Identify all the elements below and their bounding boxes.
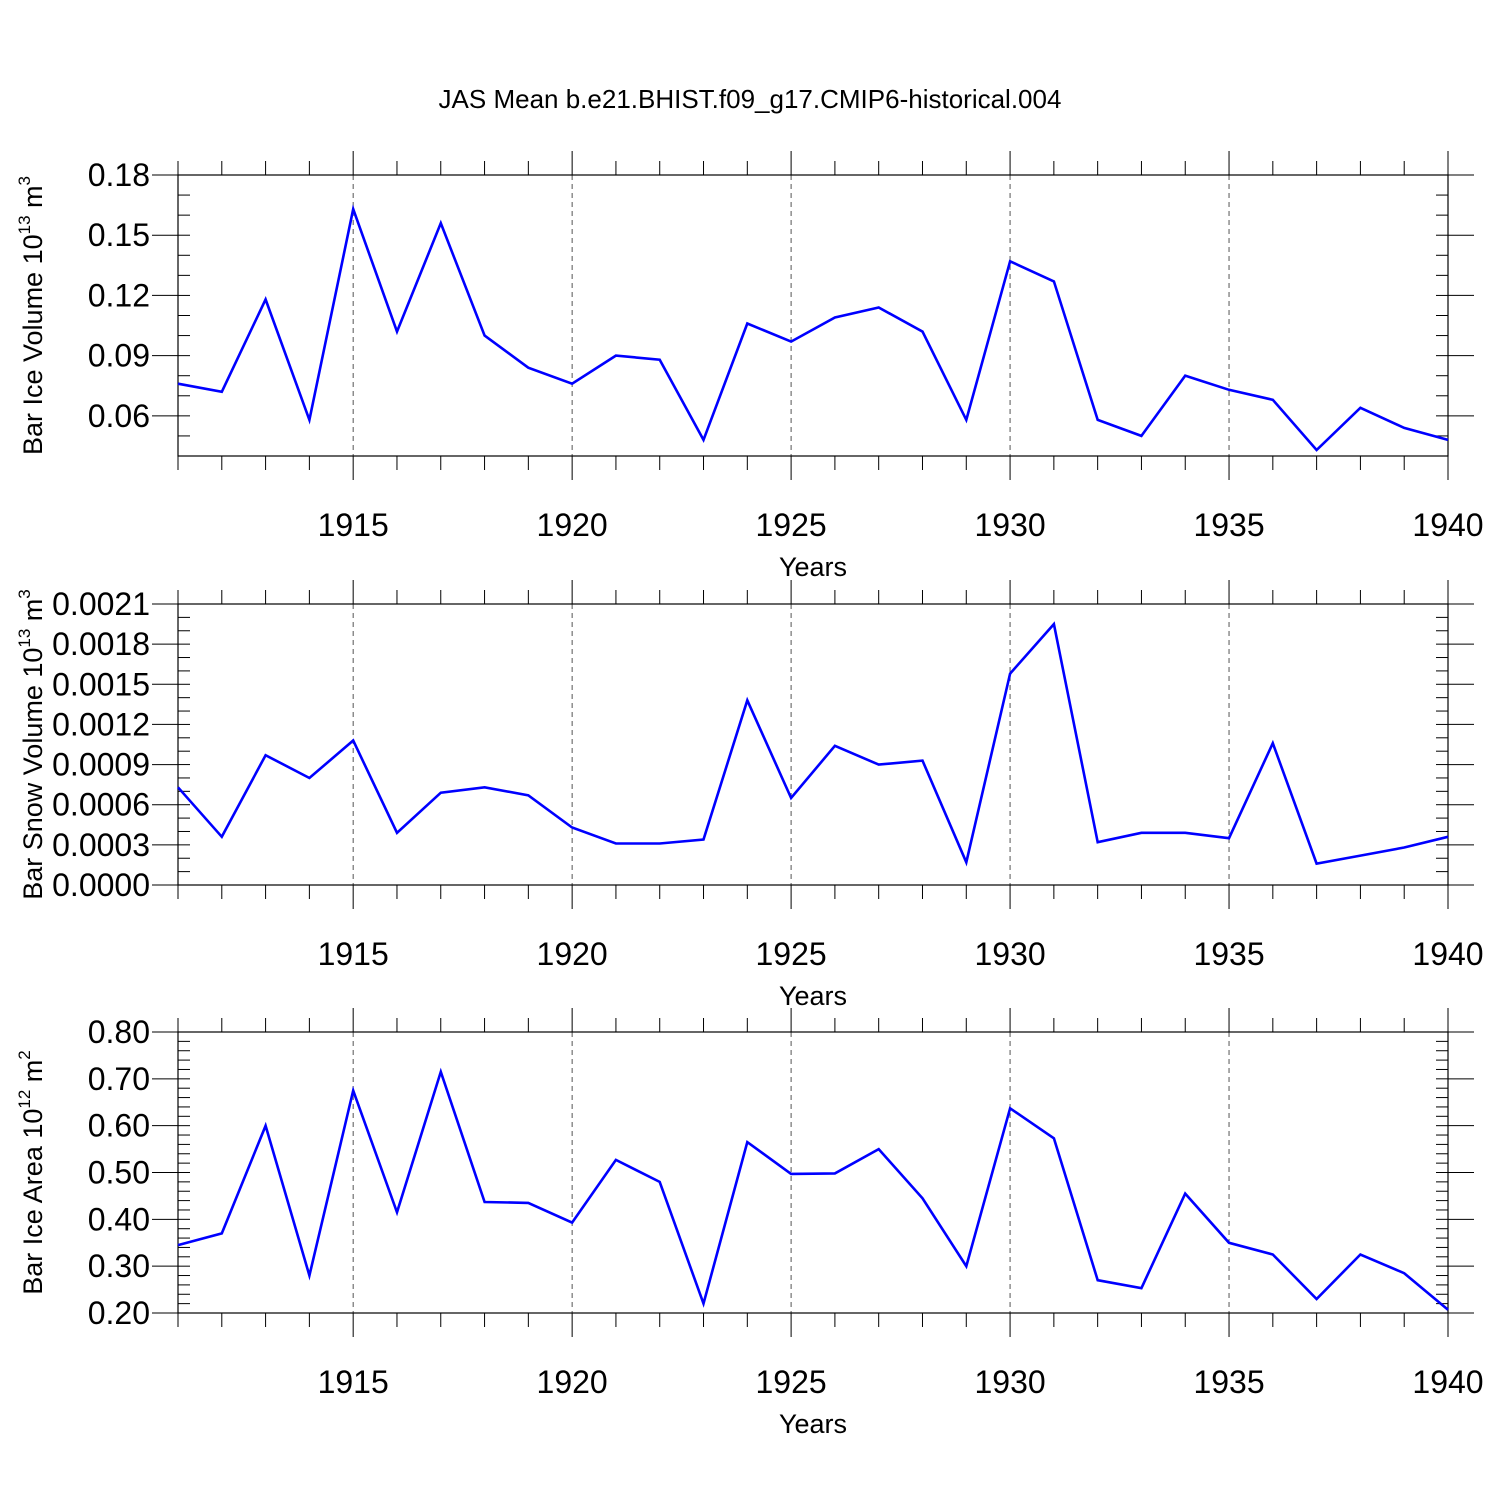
x-tick-label: 1940	[1412, 936, 1483, 972]
x-tick-label: 1940	[1412, 1364, 1483, 1400]
y-axis-label-superscript: 3	[15, 589, 34, 598]
y-tick-label: 0.0000	[52, 867, 150, 903]
y-tick-label: 0.0018	[52, 626, 150, 662]
y-axis-label: Bar Ice Area 1012 m2	[15, 1050, 48, 1295]
y-tick-label: 0.70	[88, 1061, 150, 1097]
x-tick-label: 1920	[537, 507, 608, 543]
y-tick-label: 0.30	[88, 1248, 150, 1284]
y-tick-label: 0.80	[88, 1014, 150, 1050]
y-axis-label-superscript: 13	[15, 215, 34, 234]
panel-2: 0.0000 0.0003 0.0006 0.0009 0.0012 0.0015 0.00…	[15, 580, 1484, 1011]
y-tick-label: 0.18	[88, 157, 150, 193]
y-axis-label-text: m	[18, 1060, 48, 1090]
y-tick-label: 0.0003	[52, 827, 150, 863]
x-tick-label: 1940	[1412, 507, 1483, 543]
y-tick-label: 0.0015	[52, 666, 150, 702]
x-tick-label: 1915	[318, 1364, 389, 1400]
data-series-line	[177, 621, 1449, 867]
x-tick-label: 1935	[1193, 1364, 1264, 1400]
plot-frame	[177, 603, 1449, 886]
x-tick-label: 1930	[974, 1364, 1045, 1400]
panel-1: 0.06 0.09 0.12 0.15 0.18 1915 1920 1925 1930 1935…	[15, 151, 1484, 582]
y-tick-label: 0.50	[88, 1155, 150, 1191]
x-tick-label: 1935	[1193, 507, 1264, 543]
x-axis-label: Years	[779, 1409, 847, 1439]
y-axis-label-superscript: 3	[15, 176, 34, 185]
y-tick-label: 0.06	[88, 398, 150, 434]
y-axis-label-superscript: 13	[15, 629, 34, 648]
y-axis-label: Bar Snow Volume 1013 m3	[15, 589, 48, 900]
data-series-line	[177, 204, 1449, 452]
y-axis-label-text: m	[18, 599, 48, 629]
plot-frame	[177, 174, 1449, 457]
x-axis-label: Years	[779, 552, 847, 582]
y-axis-label: Bar Ice Volume 1013 m3	[15, 176, 48, 455]
data-series-line	[177, 1067, 1449, 1311]
y-axis-label-text: m	[18, 185, 48, 215]
y-tick-label: 0.0009	[52, 747, 150, 783]
y-tick-label: 0.15	[88, 217, 150, 253]
x-tick-label: 1930	[974, 507, 1045, 543]
x-tick-label: 1925	[756, 507, 827, 543]
y-tick-label: 0.0012	[52, 706, 150, 742]
y-tick-label: 0.12	[88, 277, 150, 313]
chart-title: JAS Mean b.e21.BHIST.f09_g17.CMIP6-histo…	[438, 84, 1062, 114]
y-tick-label: 0.09	[88, 338, 150, 374]
y-tick-label: 0.20	[88, 1295, 150, 1331]
y-tick-label: 0.0021	[52, 586, 150, 622]
x-tick-label: 1920	[537, 936, 608, 972]
x-tick-label: 1925	[756, 936, 827, 972]
x-axis-label: Years	[779, 981, 847, 1011]
y-axis-label-text: Bar Ice Area 10	[18, 1109, 48, 1295]
y-axis-label-text: Bar Snow Volume 10	[18, 648, 48, 900]
panel-3: 0.20 0.30 0.40 0.50 0.60 0.70 0.80 1915 1920 1925…	[15, 1008, 1484, 1439]
y-axis-label-superscript: 2	[15, 1050, 34, 1059]
y-tick-label: 0.60	[88, 1108, 150, 1144]
x-tick-label: 1930	[974, 936, 1045, 972]
y-axis-label-text: Bar Ice Volume 10	[18, 234, 48, 455]
x-tick-label: 1920	[537, 1364, 608, 1400]
x-tick-label: 1915	[318, 507, 389, 543]
x-tick-label: 1935	[1193, 936, 1264, 972]
x-tick-label: 1915	[318, 936, 389, 972]
x-tick-label: 1925	[756, 1364, 827, 1400]
y-axis-label-superscript: 12	[15, 1090, 34, 1109]
y-tick-label: 0.40	[88, 1201, 150, 1237]
y-tick-label: 0.0006	[52, 787, 150, 823]
